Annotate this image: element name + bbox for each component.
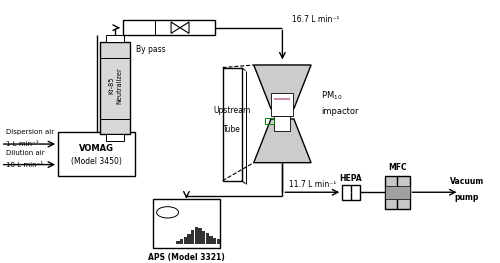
- Bar: [210, 236, 213, 244]
- Bar: [213, 238, 216, 244]
- Polygon shape: [254, 65, 311, 109]
- Text: Upstream: Upstream: [214, 106, 250, 115]
- Bar: [216, 239, 220, 244]
- Text: HEPA: HEPA: [340, 174, 362, 183]
- Bar: [191, 230, 194, 244]
- Bar: [272, 93, 293, 117]
- Bar: [202, 231, 205, 244]
- Bar: [180, 239, 184, 244]
- Text: (Model 3450): (Model 3450): [71, 157, 122, 166]
- Bar: [188, 234, 191, 244]
- Text: Kr-85
Neutralizer: Kr-85 Neutralizer: [109, 67, 122, 104]
- Polygon shape: [254, 119, 311, 163]
- Text: Vacuum: Vacuum: [450, 178, 484, 186]
- Bar: [153, 199, 220, 247]
- Text: MFC: MFC: [388, 163, 406, 172]
- Bar: [176, 241, 180, 244]
- Bar: [58, 132, 136, 175]
- Polygon shape: [171, 22, 180, 33]
- Text: VOMAG: VOMAG: [79, 144, 114, 153]
- Text: Tube: Tube: [223, 125, 241, 134]
- Bar: [265, 118, 274, 124]
- Text: 16.7 L min⁻¹: 16.7 L min⁻¹: [292, 16, 340, 24]
- Text: Dilution air: Dilution air: [6, 150, 44, 156]
- Text: APS (Model 3321): APS (Model 3321): [148, 253, 225, 262]
- Bar: [222, 68, 242, 181]
- Bar: [100, 42, 130, 134]
- Bar: [342, 185, 359, 200]
- Circle shape: [156, 207, 178, 218]
- Text: Dispersion air: Dispersion air: [6, 129, 54, 135]
- Text: 18 L min⁻¹: 18 L min⁻¹: [6, 161, 43, 168]
- Text: 11.7 L min⁻¹: 11.7 L min⁻¹: [288, 180, 336, 189]
- Bar: [194, 227, 198, 244]
- Bar: [274, 117, 290, 130]
- Text: pump: pump: [454, 193, 479, 202]
- Bar: [106, 134, 124, 141]
- Bar: [123, 20, 215, 36]
- Bar: [206, 233, 209, 244]
- Polygon shape: [180, 22, 189, 33]
- Bar: [198, 228, 202, 244]
- Text: PM$_{10}$: PM$_{10}$: [321, 90, 342, 102]
- Text: 1 L min⁻¹: 1 L min⁻¹: [6, 141, 38, 147]
- Bar: [384, 175, 409, 209]
- Bar: [384, 186, 409, 199]
- Bar: [274, 98, 290, 100]
- Bar: [184, 237, 187, 244]
- Text: By pass: By pass: [136, 45, 166, 54]
- Bar: [106, 36, 124, 42]
- Text: impactor: impactor: [321, 107, 358, 116]
